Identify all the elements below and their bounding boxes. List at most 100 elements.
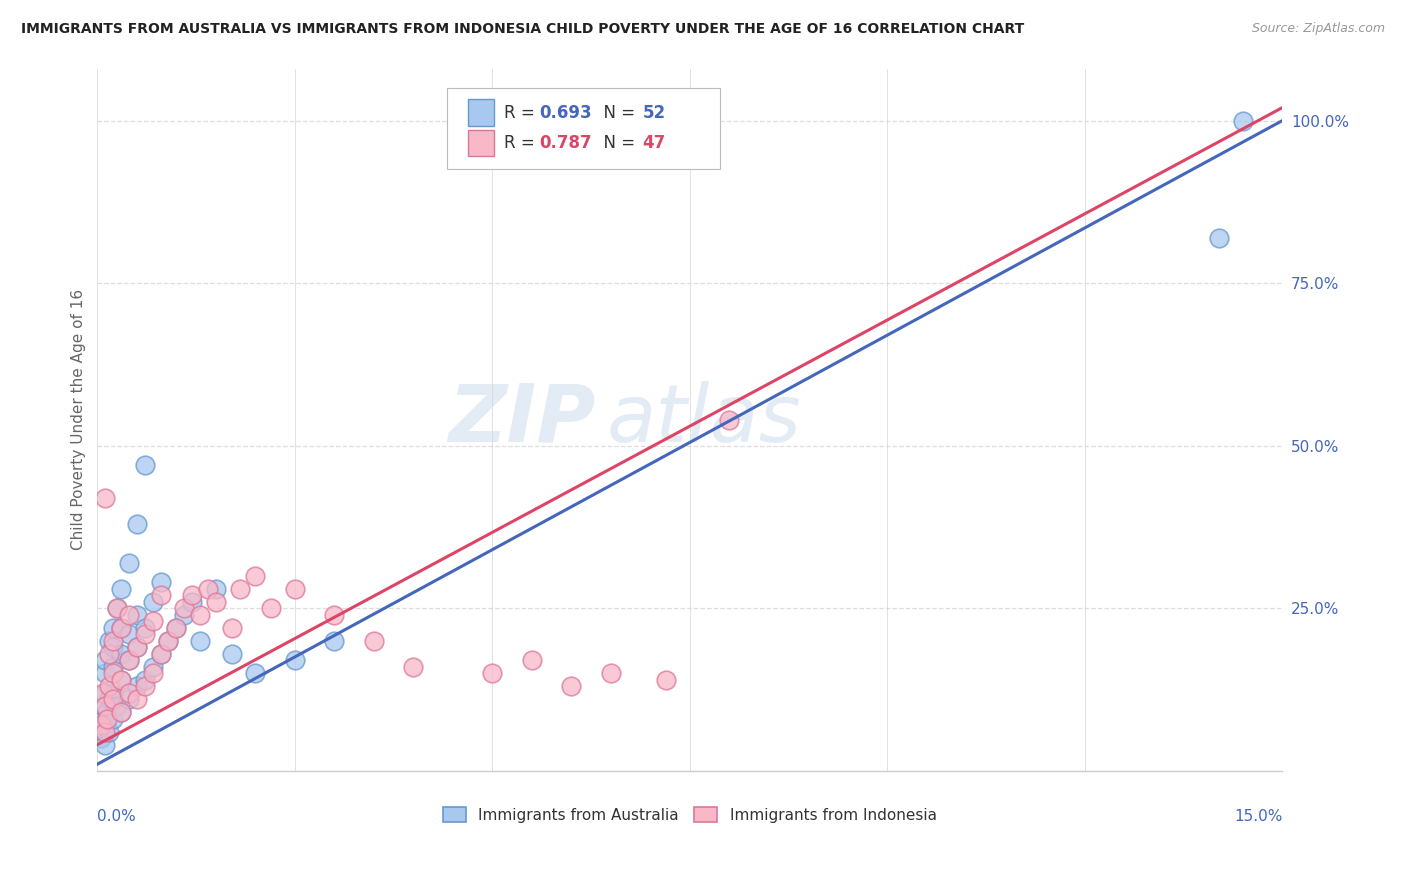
FancyBboxPatch shape xyxy=(468,129,495,156)
Point xyxy=(600,666,623,681)
Point xyxy=(105,601,128,615)
Point xyxy=(110,647,132,661)
Point xyxy=(149,588,172,602)
Text: 52: 52 xyxy=(643,103,665,121)
Point xyxy=(173,607,195,622)
Point xyxy=(94,698,117,713)
Point xyxy=(94,491,117,505)
Point xyxy=(149,575,172,590)
Point xyxy=(197,582,219,596)
Text: atlas: atlas xyxy=(607,381,801,458)
Text: 0.787: 0.787 xyxy=(540,134,592,152)
Point xyxy=(101,633,124,648)
Point xyxy=(110,705,132,719)
Text: 0.0%: 0.0% xyxy=(97,809,136,824)
Text: R =: R = xyxy=(503,134,540,152)
Point xyxy=(134,621,156,635)
Point xyxy=(181,588,204,602)
Point xyxy=(125,679,148,693)
Point xyxy=(228,582,250,596)
Text: ZIP: ZIP xyxy=(447,381,595,458)
Point xyxy=(118,653,141,667)
Legend: Immigrants from Australia, Immigrants from Indonesia: Immigrants from Australia, Immigrants fr… xyxy=(443,807,936,822)
Point xyxy=(134,458,156,472)
Point xyxy=(93,724,115,739)
Text: N =: N = xyxy=(593,103,640,121)
Point xyxy=(165,621,187,635)
Point xyxy=(90,718,112,732)
Point xyxy=(96,705,118,719)
Point xyxy=(323,607,346,622)
Point xyxy=(205,582,228,596)
Point xyxy=(118,692,141,706)
Point xyxy=(221,647,243,661)
Point xyxy=(101,692,124,706)
Point xyxy=(118,686,141,700)
Point xyxy=(157,633,180,648)
Point xyxy=(284,582,307,596)
Text: 15.0%: 15.0% xyxy=(1234,809,1282,824)
Point xyxy=(188,607,211,622)
Point xyxy=(94,666,117,681)
Point xyxy=(90,731,112,746)
Point xyxy=(110,673,132,687)
Point xyxy=(101,659,124,673)
Point xyxy=(520,653,543,667)
Point xyxy=(118,653,141,667)
Point xyxy=(110,621,132,635)
FancyBboxPatch shape xyxy=(447,88,720,169)
FancyBboxPatch shape xyxy=(468,99,495,126)
Point xyxy=(149,647,172,661)
Point xyxy=(98,724,121,739)
Point xyxy=(173,601,195,615)
Text: IMMIGRANTS FROM AUSTRALIA VS IMMIGRANTS FROM INDONESIA CHILD POVERTY UNDER THE A: IMMIGRANTS FROM AUSTRALIA VS IMMIGRANTS … xyxy=(21,22,1025,37)
Point xyxy=(134,627,156,641)
Point xyxy=(560,679,582,693)
Point xyxy=(142,614,165,628)
Point xyxy=(245,666,267,681)
Point xyxy=(94,653,117,667)
Point xyxy=(402,659,425,673)
Point xyxy=(91,698,114,713)
Point xyxy=(1232,113,1254,128)
Point xyxy=(125,692,148,706)
Point xyxy=(221,621,243,635)
Point xyxy=(125,640,148,655)
Point xyxy=(110,582,132,596)
Point xyxy=(118,556,141,570)
Point xyxy=(481,666,503,681)
Point xyxy=(718,412,741,426)
Point xyxy=(110,705,132,719)
Point xyxy=(118,627,141,641)
Point xyxy=(655,673,678,687)
Point xyxy=(134,679,156,693)
Point xyxy=(142,666,165,681)
Point xyxy=(125,640,148,655)
Point xyxy=(91,712,114,726)
Point xyxy=(118,607,141,622)
Point xyxy=(134,673,156,687)
Point xyxy=(98,692,121,706)
Text: 47: 47 xyxy=(643,134,666,152)
Point xyxy=(205,595,228,609)
Point xyxy=(101,621,124,635)
Point xyxy=(101,666,124,681)
Point xyxy=(96,712,118,726)
Point xyxy=(142,659,165,673)
Point xyxy=(142,595,165,609)
Point xyxy=(94,686,117,700)
Point xyxy=(284,653,307,667)
Point xyxy=(98,633,121,648)
Y-axis label: Child Poverty Under the Age of 16: Child Poverty Under the Age of 16 xyxy=(72,289,86,550)
Point xyxy=(101,712,124,726)
Point xyxy=(149,647,172,661)
Point xyxy=(181,595,204,609)
Point xyxy=(323,633,346,648)
Point xyxy=(110,621,132,635)
Text: 0.693: 0.693 xyxy=(540,103,592,121)
Point xyxy=(363,633,385,648)
Point xyxy=(188,633,211,648)
Text: N =: N = xyxy=(593,134,640,152)
Text: Source: ZipAtlas.com: Source: ZipAtlas.com xyxy=(1251,22,1385,36)
Point xyxy=(165,621,187,635)
